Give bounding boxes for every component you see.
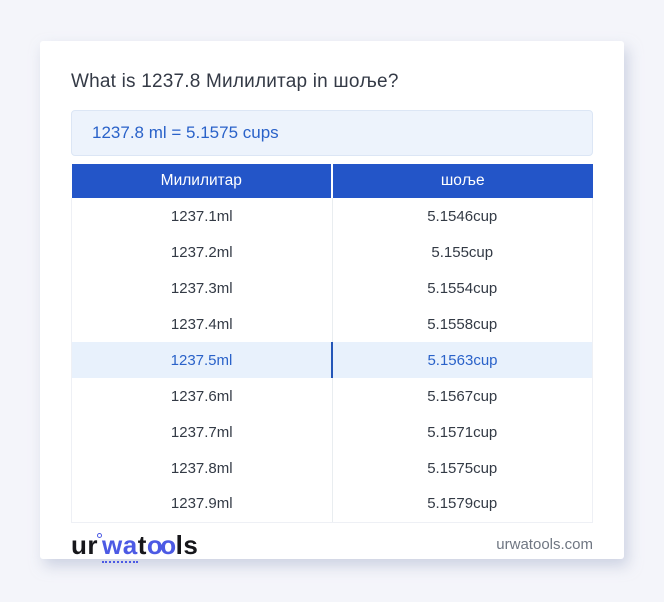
ml-cell: 1237.1ml <box>71 198 333 234</box>
cup-cell: 5.1546cup <box>331 198 593 234</box>
logo-glasses-oo: oo <box>146 529 176 560</box>
card-footer: ur watools urwatools.com <box>71 528 593 563</box>
table-row: 1237.1ml 5.1546cup <box>71 198 593 234</box>
logo-text-segment: wa <box>102 529 138 563</box>
ml-cell: 1237.2ml <box>71 234 333 270</box>
ml-cell: 1237.9ml <box>71 486 333 523</box>
cup-cell: 5.1563cup <box>331 342 593 378</box>
column-header-cups: шоље <box>332 164 593 198</box>
header-row: Милилитар шоље <box>71 164 593 198</box>
table-row: 1237.7ml 5.1571cup <box>71 414 593 450</box>
table-row: 1237.6ml 5.1567cup <box>71 378 593 414</box>
conversion-table-body: 1237.1ml 5.1546cup 1237.2ml 5.155cup 1237.3m… <box>71 198 593 523</box>
ml-cell: 1237.8ml <box>71 450 333 486</box>
column-header-milliliter: Милилитар <box>71 164 333 198</box>
table-row: 1237.2ml 5.155cup <box>71 234 593 270</box>
cup-cell: 5.155cup <box>331 234 593 270</box>
logo-ring-icon <box>97 532 102 538</box>
ml-cell: 1237.6ml <box>71 378 333 414</box>
ml-cell: 1237.7ml <box>71 414 333 450</box>
conversion-table-head: Милилитар шоље <box>71 164 593 198</box>
conversion-table: Милилитар шоље 1237.1ml 5.1546cup 1237.2ml… <box>71 164 593 523</box>
ml-cell: 1237.5ml <box>71 342 333 378</box>
logo-text-segment: t <box>137 529 147 560</box>
page-title: What is 1237.8 Милилитар in шоље? <box>71 71 399 92</box>
table-row: 1237.5ml 5.1563cup <box>71 342 593 378</box>
cup-cell: 5.1554cup <box>331 270 593 306</box>
table-row: 1237.9ml 5.1579cup <box>71 486 593 523</box>
domain-text: urwatools.com <box>496 536 593 553</box>
table-row: 1237.8ml 5.1575cup <box>71 450 593 486</box>
cup-cell: 5.1558cup <box>331 306 593 342</box>
table-row: 1237.3ml 5.1554cup <box>71 270 593 306</box>
ml-cell: 1237.4ml <box>71 306 333 342</box>
cup-cell: 5.1579cup <box>331 486 593 523</box>
cup-cell: 5.1571cup <box>331 414 593 450</box>
answer-text: 1237.8 ml = 5.1575 cups <box>92 123 279 142</box>
logo-text-segment: ls <box>175 529 199 560</box>
ml-cell: 1237.3ml <box>71 270 333 306</box>
logo[interactable]: ur watools <box>71 529 199 563</box>
cup-cell: 5.1575cup <box>331 450 593 486</box>
logo-text-segment: ur <box>71 529 98 560</box>
table-row: 1237.4ml 5.1558cup <box>71 306 593 342</box>
cup-cell: 5.1567cup <box>331 378 593 414</box>
converter-card: What is 1237.8 Милилитар in шоље? 1237.8… <box>40 41 624 563</box>
answer-box: 1237.8 ml = 5.1575 cups <box>71 110 593 156</box>
